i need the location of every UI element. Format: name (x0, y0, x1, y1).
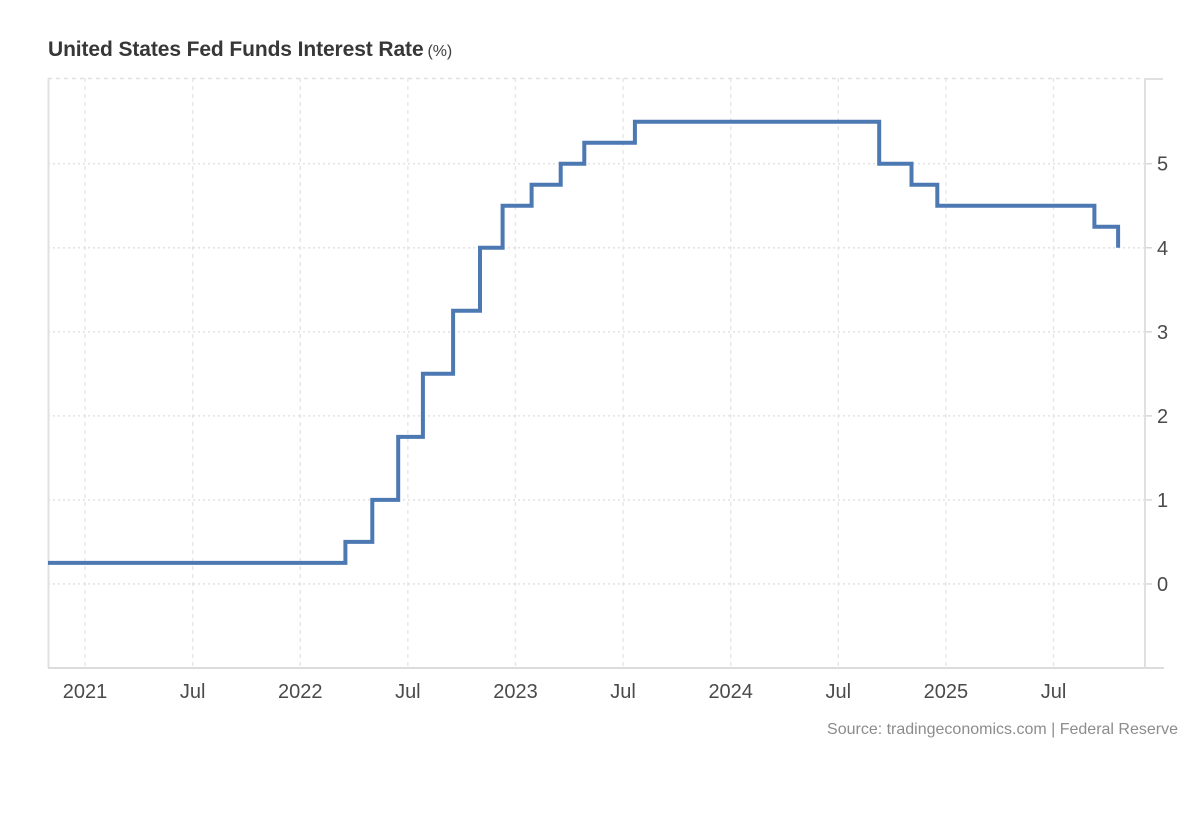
x-axis-tick-label: Jul (610, 681, 636, 703)
x-axis-tick-label: 2023 (493, 681, 537, 703)
chart-title-unit: (%) (427, 43, 453, 60)
fed-funds-rate-series-line[interactable] (48, 119, 1121, 565)
y-axis-tick-label: 0 (1157, 574, 1168, 596)
x-axis-tick-label: Jul (826, 681, 852, 703)
fed-funds-step-chart[interactable]: 0 1 2 3 4 5 2021 Jul 2022 Jul 2023 Jul 2024 Jul 2025 Ju… (47, 77, 1200, 718)
chart-title-text: United States Fed Funds Interest Rate (48, 38, 424, 61)
y-axis-tick-label: 4 (1157, 238, 1168, 260)
source-attribution: Source: tradingeconomics.com | Federal R… (827, 721, 1178, 738)
x-axis-tick-label: 2022 (278, 681, 323, 703)
y-axis-tick-label: 1 (1157, 490, 1168, 512)
y-axis-tick-label: 3 (1157, 322, 1168, 344)
x-axis-tick-label: Jul (395, 681, 421, 703)
x-axis-tick-label: 2021 (63, 681, 108, 703)
page-title: United States Fed Funds Interest Rate (%) (48, 38, 452, 62)
x-axis-tick-label: Jul (1041, 681, 1067, 703)
x-axis-tick-label: Jul (180, 681, 206, 703)
plot-area[interactable]: 0 1 2 3 4 5 2021 Jul 2022 Jul 2023 Jul 2024 Jul 2025 Ju… (47, 77, 1168, 703)
x-axis-tick-label: 2024 (708, 681, 753, 703)
y-axis-tick-label: 2 (1157, 406, 1168, 428)
x-axis-tick-label: 2025 (924, 681, 969, 703)
y-axis-tick-label: 5 (1157, 154, 1168, 176)
